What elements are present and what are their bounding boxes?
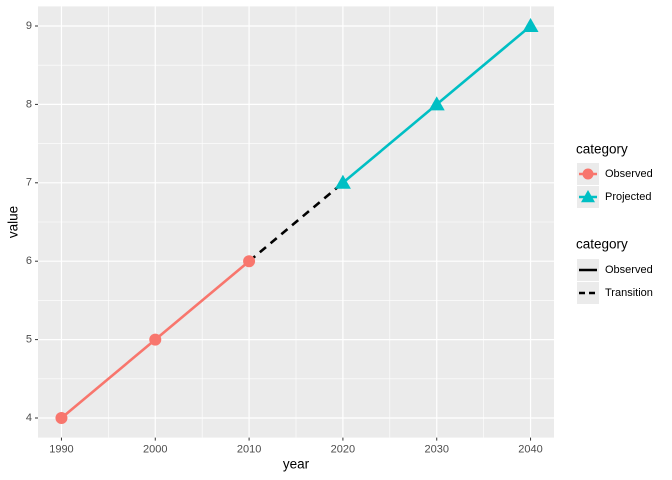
legend: category Observed Transition xyxy=(576,237,653,304)
legend-title: category xyxy=(576,142,628,157)
legend-label: Projected xyxy=(605,191,651,203)
point xyxy=(428,96,445,111)
y-axis-title: value xyxy=(6,206,21,238)
y-tick-label: 8 xyxy=(26,98,32,110)
x-tick-label: 2030 xyxy=(424,444,448,456)
point xyxy=(149,333,162,346)
legend-label: Observed xyxy=(605,264,653,276)
legend: category Observed Projected xyxy=(576,142,653,208)
x-tick-label: 2000 xyxy=(143,444,167,456)
y-tick-label: 4 xyxy=(26,412,32,424)
x-tick-label: 1990 xyxy=(49,444,73,456)
legend-title: category xyxy=(576,237,628,252)
y-tick-label: 9 xyxy=(26,20,32,32)
point xyxy=(522,18,539,32)
x-tick-label: 2010 xyxy=(237,444,261,456)
point xyxy=(334,174,351,189)
legend-label: Observed xyxy=(605,168,653,180)
legend-key xyxy=(577,282,599,304)
point xyxy=(243,255,256,268)
point xyxy=(582,168,594,180)
legend-label: Transition xyxy=(605,287,653,299)
x-tick-label: 2040 xyxy=(518,444,542,456)
series-line xyxy=(248,181,344,263)
x-tick-label: 2020 xyxy=(331,444,355,456)
y-tick-label: 6 xyxy=(26,255,32,267)
point xyxy=(581,190,595,203)
y-tick-label: 5 xyxy=(26,334,32,346)
point xyxy=(55,412,68,424)
x-axis-title: year xyxy=(283,457,310,472)
y-tick-label: 7 xyxy=(26,177,32,189)
